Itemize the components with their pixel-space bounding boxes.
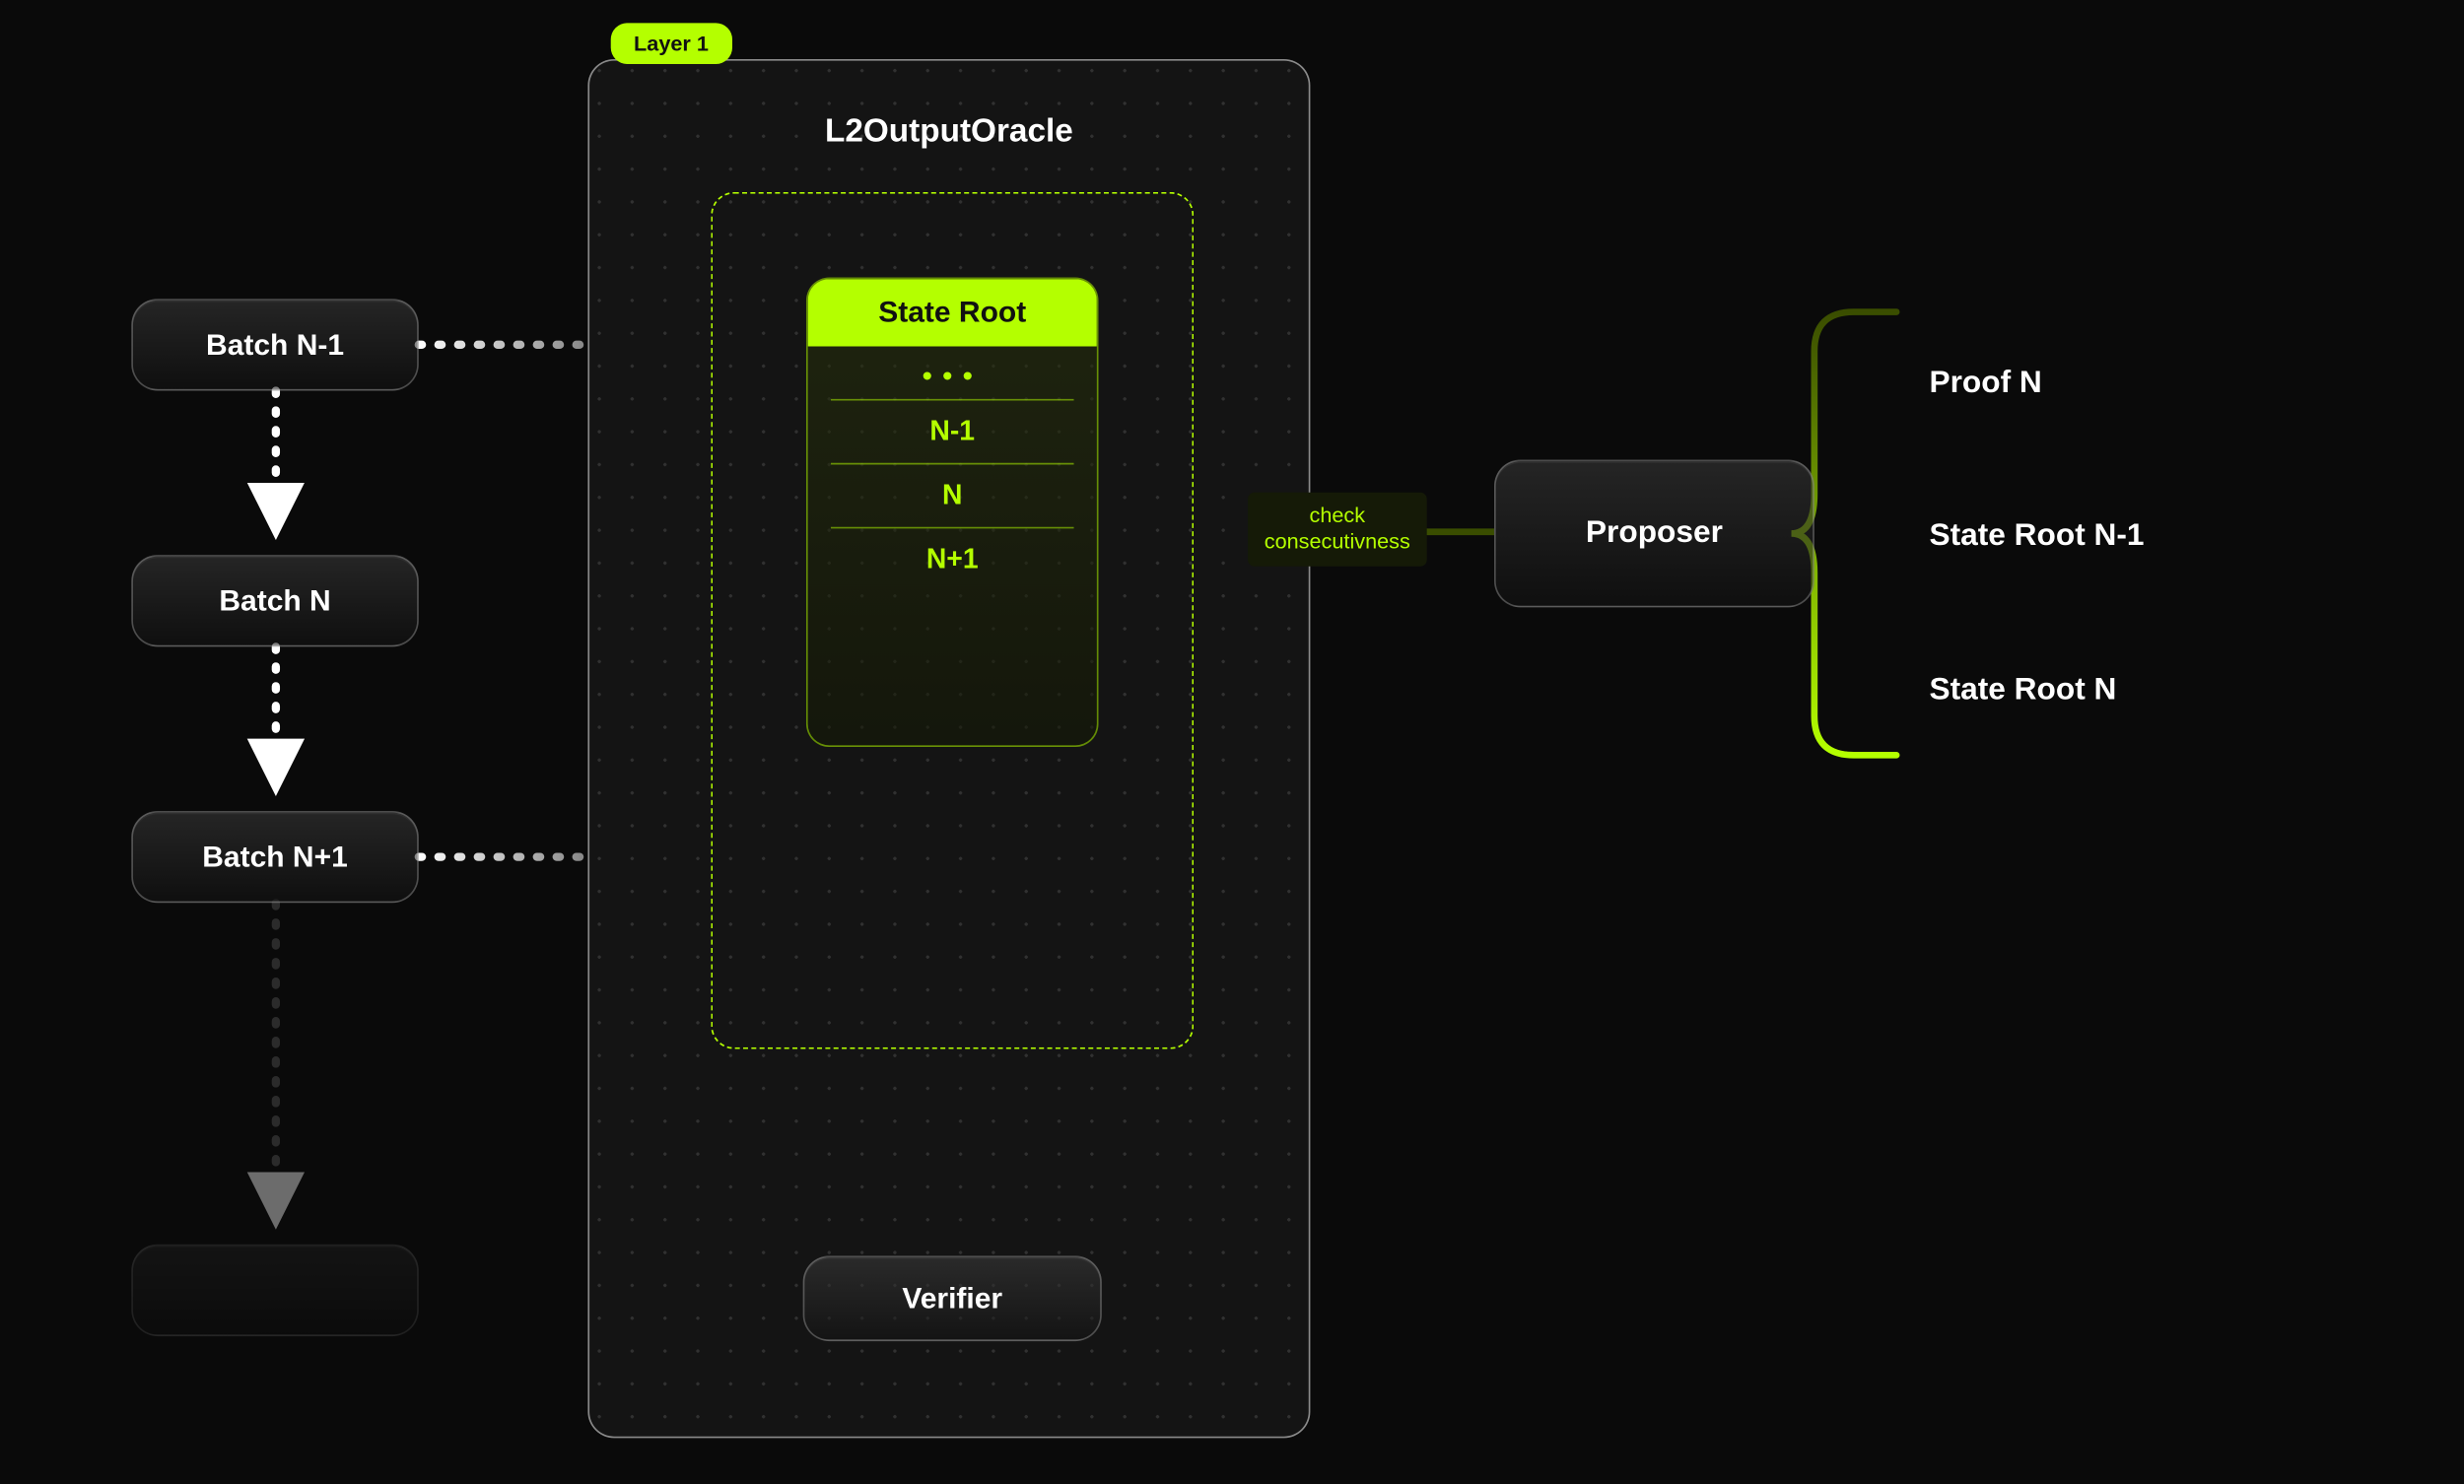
batch-label: Batch N-1	[206, 327, 344, 362]
state-root-body: ••• N-1 N N+1	[808, 347, 1097, 601]
proposer-node: Proposer	[1494, 459, 1814, 607]
proposer-label: Proposer	[1586, 515, 1723, 552]
state-root-card: State Root ••• N-1 N N+1	[806, 278, 1099, 747]
layer1-badge: Layer 1	[611, 23, 732, 64]
layer1-container: L2OutputOracle State Root ••• N-1 N N+1 …	[587, 59, 1310, 1438]
batch-n: Batch N	[131, 555, 419, 646]
state-row: N-1	[831, 399, 1074, 463]
check-consecutiveness-label: check consecutivness	[1248, 493, 1426, 566]
state-row: N+1	[831, 527, 1074, 591]
state-root-header: State Root	[808, 279, 1097, 346]
proposer-output-stateroot-prev: State Root N-1	[1929, 518, 2144, 555]
oracle-title: L2OutputOracle	[589, 113, 1309, 151]
verifier-node: Verifier	[803, 1255, 1102, 1341]
batch-n-1: Batch N-1	[131, 299, 419, 390]
verifier-label: Verifier	[902, 1281, 1002, 1315]
proposer-output-stateroot: State Root N	[1929, 673, 2116, 709]
batch-n-plus-1: Batch N+1	[131, 811, 419, 903]
ellipsis-icon: •••	[831, 360, 1074, 399]
batch-label: Batch N	[219, 583, 330, 618]
proposer-output-proof: Proof N	[1929, 367, 2041, 403]
batch-label: Batch N+1	[202, 840, 348, 874]
batch-next	[131, 1245, 419, 1336]
state-row: N	[831, 463, 1074, 527]
